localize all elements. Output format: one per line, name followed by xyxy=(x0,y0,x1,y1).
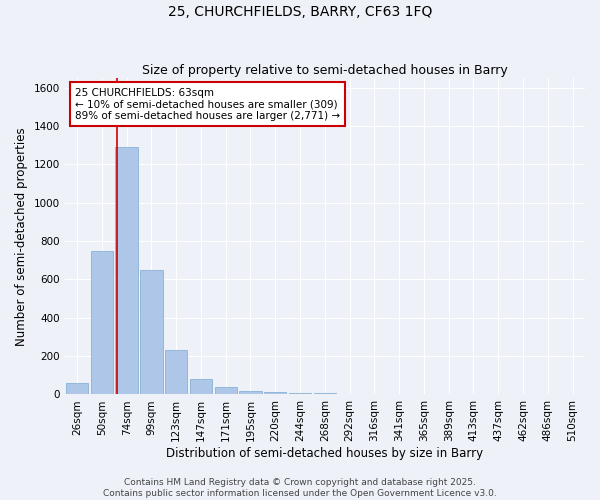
Text: 25 CHURCHFIELDS: 63sqm
← 10% of semi-detached houses are smaller (309)
89% of se: 25 CHURCHFIELDS: 63sqm ← 10% of semi-det… xyxy=(75,88,340,121)
Bar xyxy=(215,387,237,394)
Text: 25, CHURCHFIELDS, BARRY, CF63 1FQ: 25, CHURCHFIELDS, BARRY, CF63 1FQ xyxy=(168,5,432,19)
Bar xyxy=(239,390,262,394)
Bar xyxy=(264,392,286,394)
Bar xyxy=(91,250,113,394)
Bar xyxy=(115,147,138,394)
Bar xyxy=(140,270,163,394)
Text: Contains HM Land Registry data © Crown copyright and database right 2025.
Contai: Contains HM Land Registry data © Crown c… xyxy=(103,478,497,498)
Bar xyxy=(289,393,311,394)
Y-axis label: Number of semi-detached properties: Number of semi-detached properties xyxy=(15,127,28,346)
Bar xyxy=(314,392,336,394)
X-axis label: Distribution of semi-detached houses by size in Barry: Distribution of semi-detached houses by … xyxy=(166,447,484,460)
Bar xyxy=(190,379,212,394)
Title: Size of property relative to semi-detached houses in Barry: Size of property relative to semi-detach… xyxy=(142,64,508,77)
Bar xyxy=(165,350,187,395)
Bar xyxy=(66,383,88,394)
